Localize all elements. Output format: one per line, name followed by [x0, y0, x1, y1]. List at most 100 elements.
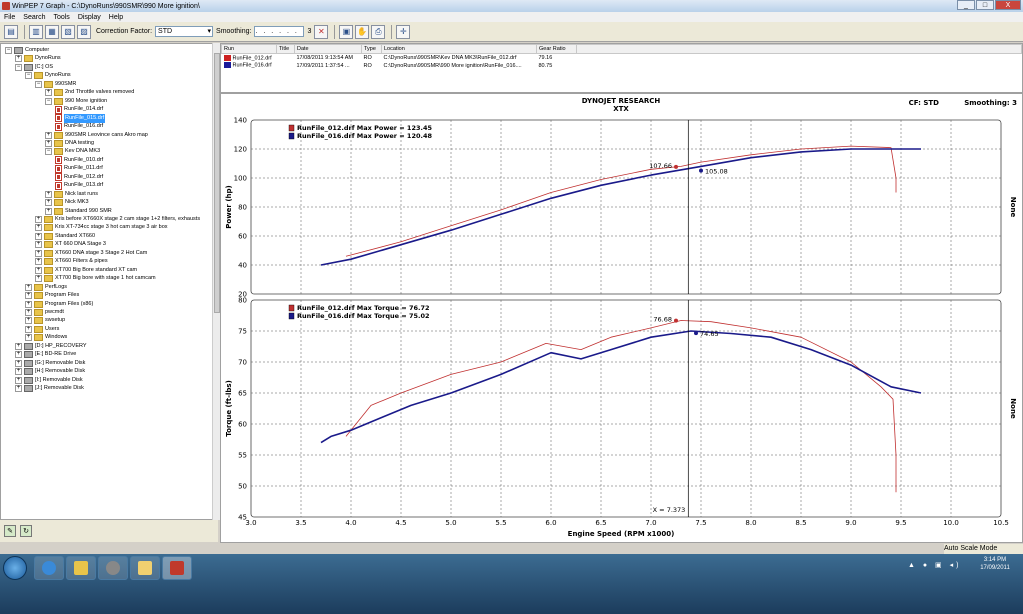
- tree-item[interactable]: + Nick last runs: [45, 190, 98, 199]
- col-title[interactable]: Title: [276, 44, 295, 54]
- tree-item[interactable]: + Kris before XT660X stage 2 cam stage 1+…: [35, 215, 200, 224]
- expand-toggle-icon[interactable]: +: [15, 376, 22, 384]
- crosshair-icon[interactable]: ✛: [396, 24, 411, 39]
- expand-toggle-icon[interactable]: +: [35, 232, 42, 240]
- taskbar-files[interactable]: [130, 556, 160, 580]
- expand-toggle-icon[interactable]: +: [35, 258, 42, 266]
- tree-item[interactable]: RunFile_013.drf: [55, 181, 103, 190]
- chart-pane[interactable]: DYNOJET RESEARCH XTX CF: STD Smoothing: 3 20…: [220, 93, 1023, 543]
- refresh-icon[interactable]: ↻: [20, 525, 32, 537]
- tree-item[interactable]: + DynoRuns: [15, 54, 61, 63]
- tree-item[interactable]: − Kev DNA MK3: [45, 147, 100, 156]
- open-run-icon[interactable]: ✎: [4, 525, 16, 537]
- tree-item[interactable]: + [I:] Removable Disk: [15, 376, 83, 385]
- tree-item[interactable]: + XT660 Filters & pipes: [35, 257, 108, 266]
- col-type[interactable]: Type: [361, 44, 382, 54]
- expand-toggle-icon[interactable]: +: [45, 89, 52, 97]
- tree-item[interactable]: + [D:] HP_RECOVERY: [15, 342, 87, 351]
- tree-item[interactable]: + Users: [25, 325, 59, 334]
- expand-toggle-icon[interactable]: +: [35, 224, 42, 232]
- expand-toggle-icon[interactable]: +: [15, 385, 22, 392]
- menu-file[interactable]: File: [4, 13, 16, 21]
- start-button[interactable]: [3, 556, 27, 580]
- table-row[interactable]: RunFile_012.drf 17/08/2011 9:13:54 AM RO…: [222, 54, 1022, 62]
- tree-item[interactable]: + XT700 Big bore with stage 1 hot camcam: [35, 274, 156, 283]
- tree-item[interactable]: + pwcmdt: [25, 308, 64, 317]
- tree-item[interactable]: − [C:] OS: [15, 63, 53, 72]
- tree-item[interactable]: RunFile_010.drf: [55, 156, 103, 165]
- expand-toggle-icon[interactable]: +: [15, 55, 22, 63]
- close-button[interactable]: X: [995, 0, 1021, 10]
- tree-item[interactable]: − 990SMR: [35, 80, 76, 89]
- expand-toggle-icon[interactable]: −: [5, 47, 12, 54]
- expand-toggle-icon[interactable]: +: [25, 300, 32, 308]
- menu-display[interactable]: Display: [77, 13, 101, 21]
- tree-item[interactable]: + Standard 990 SMR: [45, 207, 112, 216]
- tree-item[interactable]: RunFile_015.drf: [55, 113, 106, 123]
- taskbar-ie[interactable]: [34, 556, 64, 580]
- tree-item[interactable]: + swsetup: [25, 316, 65, 325]
- smoothing-slider[interactable]: . . . . . .: [254, 26, 305, 37]
- expand-toggle-icon[interactable]: +: [25, 292, 32, 300]
- tree-scrollbar-thumb[interactable]: [214, 53, 220, 313]
- expand-toggle-icon[interactable]: +: [15, 342, 22, 350]
- expand-toggle-icon[interactable]: +: [25, 283, 32, 291]
- expand-toggle-icon[interactable]: +: [35, 241, 42, 249]
- tree-scrollbar[interactable]: [212, 43, 220, 520]
- tree-item[interactable]: + PerfLogs: [25, 283, 67, 292]
- table-graph-icon[interactable]: ▨: [77, 24, 91, 39]
- expand-toggle-icon[interactable]: −: [25, 72, 32, 80]
- expand-toggle-icon[interactable]: −: [45, 148, 52, 156]
- power-graph-icon[interactable]: ▥: [29, 24, 43, 39]
- expand-toggle-icon[interactable]: +: [35, 216, 42, 223]
- print-icon[interactable]: ⎙: [371, 24, 386, 39]
- col-location[interactable]: Location: [381, 44, 537, 54]
- expand-toggle-icon[interactable]: +: [45, 139, 52, 147]
- tree-item[interactable]: RunFile_012.drf: [55, 173, 103, 182]
- col-gear[interactable]: Gear Ratio: [536, 44, 577, 54]
- taskbar-winpep[interactable]: [162, 556, 192, 580]
- torque-graph-icon[interactable]: ▦: [45, 24, 59, 39]
- expand-toggle-icon[interactable]: +: [45, 131, 52, 139]
- taskbar-media[interactable]: [98, 556, 128, 580]
- clock[interactable]: 3:14 PM 17/09/2011: [968, 556, 1022, 572]
- menu-search[interactable]: Search: [23, 13, 46, 21]
- minimize-button[interactable]: _: [957, 0, 975, 10]
- tree-item[interactable]: − Computer: [5, 46, 49, 55]
- tray-icons[interactable]: ▲ ● ▣ ◂): [908, 562, 962, 569]
- table-row[interactable]: RunFile_016.drf 17/09/2011 1:37:54 ... R…: [222, 62, 1022, 70]
- expand-toggle-icon[interactable]: +: [15, 351, 22, 359]
- expand-toggle-icon[interactable]: +: [15, 368, 22, 376]
- expand-toggle-icon[interactable]: +: [35, 249, 42, 257]
- tree-item[interactable]: + Program Files (x86): [25, 300, 93, 309]
- expand-toggle-icon[interactable]: −: [35, 80, 42, 88]
- tree-item[interactable]: + Windows: [25, 333, 67, 342]
- tree-item[interactable]: + Nick MK3: [45, 198, 89, 207]
- menu-tools[interactable]: Tools: [53, 13, 70, 21]
- col-run[interactable]: Run: [221, 44, 277, 54]
- expand-toggle-icon[interactable]: +: [35, 266, 42, 274]
- maximize-button[interactable]: □: [976, 0, 994, 10]
- tree-item[interactable]: +990SMR Leovince cans Akro map: [45, 131, 148, 140]
- tree-item[interactable]: + XT 660 DNA Stage 3: [35, 240, 106, 249]
- expand-toggle-icon[interactable]: +: [35, 275, 42, 283]
- expand-toggle-icon[interactable]: +: [45, 207, 52, 215]
- tree-item[interactable]: RunFile_011.drf: [55, 164, 103, 173]
- tree-item[interactable]: + Kris XT-734cc stage 3 hot cam stage 3 a…: [35, 223, 168, 232]
- taskbar-explorer[interactable]: [66, 556, 96, 580]
- hand-icon[interactable]: ✋: [355, 24, 370, 39]
- tree-item[interactable]: + [G:] Removable Disk: [15, 359, 85, 368]
- tree-item[interactable]: + [J:] Removable Disk: [15, 384, 84, 393]
- tree-item[interactable]: + [E:] BD-RE Drive: [15, 350, 76, 359]
- expand-toggle-icon[interactable]: +: [25, 317, 32, 325]
- tree-item[interactable]: − 990 More ignition: [45, 97, 107, 106]
- expand-toggle-icon[interactable]: +: [45, 190, 52, 198]
- expand-toggle-icon[interactable]: +: [25, 308, 32, 316]
- tree-item[interactable]: + Standard XT660: [35, 232, 95, 241]
- tree-item[interactable]: + XT660 DNA stage 3 Stage 2 Hot Cam: [35, 249, 147, 258]
- tree-item[interactable]: + DNA testing: [45, 139, 94, 148]
- expand-toggle-icon[interactable]: +: [15, 359, 22, 367]
- col-date[interactable]: Date: [294, 44, 362, 54]
- grid-view-icon[interactable]: ▤: [4, 24, 18, 39]
